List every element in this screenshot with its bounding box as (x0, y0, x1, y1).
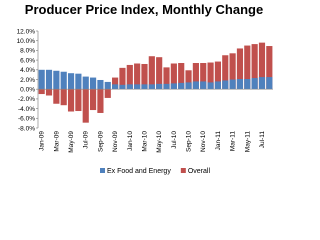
bar (112, 84, 119, 90)
bar (38, 89, 45, 95)
bar (170, 63, 177, 90)
bar (126, 84, 133, 90)
y-tick-label: -8.0% (18, 125, 35, 132)
bar (134, 63, 141, 90)
bar (222, 80, 229, 90)
bar (97, 89, 104, 113)
bar (185, 82, 192, 90)
x-tick-label: Mar-11 (230, 131, 237, 151)
bar (229, 79, 236, 90)
legend-swatch (100, 168, 105, 173)
x-tick-label: Jul-09 (83, 131, 90, 149)
bar (156, 57, 163, 90)
bar (170, 83, 177, 90)
bar (200, 63, 207, 90)
bar (119, 84, 126, 90)
bar (258, 77, 266, 90)
bar (97, 79, 104, 90)
bar (67, 73, 75, 90)
x-tick-label: Nov-10 (200, 131, 207, 152)
bar (45, 89, 53, 96)
bar (207, 62, 214, 90)
bar (251, 44, 258, 90)
bar (244, 45, 251, 90)
x-tick-label: Jul-10 (171, 131, 178, 149)
y-tick-label: 2.0% (20, 77, 35, 84)
x-tick-label: Jan-09 (39, 131, 46, 151)
y-tick-label: 6.0% (20, 57, 35, 64)
bar (214, 81, 222, 90)
x-tick-label: Jan-11 (215, 131, 222, 151)
bar (214, 61, 222, 90)
y-tick-label: -2.0% (18, 96, 35, 103)
bar (104, 89, 111, 98)
bar (222, 55, 229, 90)
bar (104, 81, 111, 90)
bar (244, 79, 251, 90)
y-tick-label: 0.0% (20, 87, 35, 94)
chart-title: Producer Price Index, Monthly Change (25, 2, 263, 17)
bar (67, 89, 75, 112)
bar (156, 83, 163, 90)
bar (185, 70, 192, 90)
bar (75, 89, 82, 112)
x-tick-label: May-11 (244, 131, 251, 153)
bar (207, 82, 214, 90)
bar (119, 67, 126, 90)
bar (53, 89, 60, 104)
y-tick-label: -6.0% (18, 116, 35, 123)
bar (38, 69, 45, 90)
legend-label: Ex Food and Energy (107, 168, 171, 175)
bar (141, 84, 148, 90)
bar (134, 84, 141, 90)
bar (266, 77, 273, 90)
bar (200, 81, 207, 90)
bar (192, 81, 199, 90)
bar (89, 89, 97, 111)
x-tick-label: Mar-09 (53, 131, 60, 152)
bar (178, 63, 185, 90)
y-tick-label: 10.0% (17, 38, 36, 45)
x-tick-label: May-10 (156, 131, 163, 153)
bar (126, 64, 133, 90)
bar (163, 83, 170, 90)
bar (178, 82, 185, 90)
bar (148, 56, 155, 90)
bar (89, 77, 97, 90)
bar (75, 73, 82, 90)
bar (148, 84, 155, 90)
x-tick-label: Jul-11 (259, 131, 266, 149)
x-tick-label: Mar-10 (141, 131, 148, 152)
bar (82, 76, 89, 90)
legend-swatch (180, 168, 186, 173)
bar (163, 67, 170, 90)
y-tick-label: 4.0% (20, 67, 35, 74)
bar (236, 79, 244, 90)
bar (192, 63, 199, 90)
bar (82, 89, 89, 123)
x-tick-label: Jan-10 (127, 131, 134, 151)
bar (236, 48, 244, 90)
y-tick-label: 8.0% (20, 48, 35, 55)
bar (60, 71, 67, 90)
bar (141, 63, 148, 90)
y-tick-label: -4.0% (18, 106, 35, 113)
bar (229, 53, 236, 90)
y-tick-label: 12.0% (17, 28, 36, 35)
bar (45, 69, 53, 90)
chart: Producer Price Index, Monthly Change -8.… (17, 2, 273, 175)
bar (112, 77, 119, 90)
bar (60, 89, 67, 106)
legend-label: Overall (188, 168, 211, 175)
bar (251, 78, 258, 90)
bar (258, 42, 266, 90)
bar (53, 70, 60, 90)
x-tick-label: Sep-10 (186, 131, 193, 152)
bar (266, 46, 273, 90)
x-tick-label: Sep-09 (97, 131, 104, 152)
x-tick-label: Nov-09 (112, 131, 119, 152)
x-tick-label: May-09 (68, 131, 75, 153)
